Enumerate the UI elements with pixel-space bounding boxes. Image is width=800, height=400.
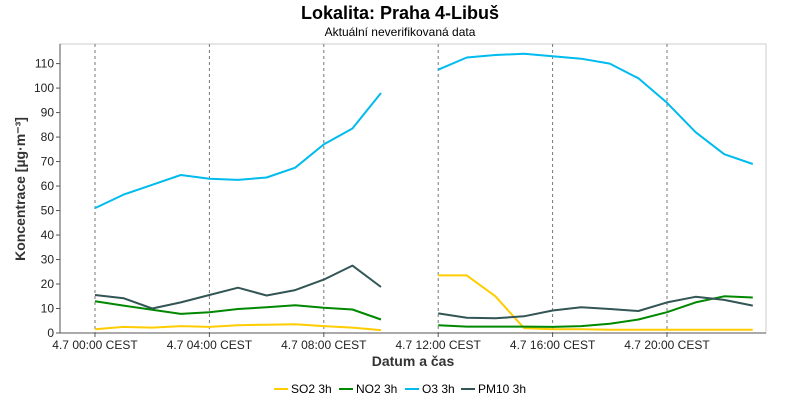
legend-label: SO2 3h bbox=[291, 382, 332, 396]
y-tick-label: 60 bbox=[41, 179, 55, 193]
grid-lines bbox=[94, 44, 668, 333]
legend-label: NO2 3h bbox=[356, 382, 397, 396]
series-line-pm10 bbox=[438, 295, 753, 320]
y-tick-label: 20 bbox=[41, 277, 55, 291]
series-line-no2 bbox=[94, 300, 382, 321]
x-tick-label: 4.7 16:00 CEST bbox=[510, 338, 596, 352]
chart-subtitle: Aktuální neverifikovaná data bbox=[325, 25, 476, 39]
y-tick-label: 100 bbox=[34, 81, 54, 95]
x-tick-label: 4.7 08:00 CEST bbox=[281, 338, 367, 352]
series-line-so2 bbox=[438, 274, 753, 331]
x-tick-label: 4.7 04:00 CEST bbox=[167, 338, 253, 352]
series-line-o3 bbox=[437, 52, 754, 165]
x-axis-label: Datum a čas bbox=[372, 353, 455, 369]
series-so2 bbox=[94, 274, 753, 332]
y-axis-label: Koncentrace [µg·m⁻³] bbox=[12, 117, 28, 261]
series-line-no2 bbox=[438, 295, 753, 328]
x-tick-label: 4.7 00:00 CEST bbox=[52, 338, 138, 352]
series-line-so2 bbox=[94, 323, 382, 332]
legend-label: PM10 3h bbox=[478, 382, 526, 396]
y-tick-label: 0 bbox=[47, 326, 54, 340]
x-tick-label: 4.7 20:00 CEST bbox=[624, 338, 710, 352]
series-line-o3 bbox=[94, 92, 382, 210]
x-tick-label: 4.7 12:00 CEST bbox=[396, 338, 482, 352]
y-tick-label: 30 bbox=[41, 253, 55, 267]
y-tick-label: 40 bbox=[41, 228, 55, 242]
y-tick-label: 70 bbox=[41, 155, 55, 169]
y-tick-label: 50 bbox=[41, 204, 55, 218]
legend-item-pm10: PM10 3h bbox=[461, 382, 526, 396]
legend-label: O3 3h bbox=[422, 382, 455, 396]
y-tick-label: 110 bbox=[35, 57, 54, 71]
y-tick-labels: 0 10 20 30 40 50 60 70 80 90 100 110 bbox=[34, 57, 60, 340]
series-line-pm10 bbox=[94, 264, 382, 310]
series-no2 bbox=[94, 295, 753, 328]
series-pm10 bbox=[94, 264, 753, 320]
plot-area bbox=[59, 43, 767, 334]
legend-item-o3: O3 3h bbox=[405, 382, 455, 396]
series-layer bbox=[94, 52, 754, 332]
x-tick-labels: 4.7 00:00 CEST 4.7 04:00 CEST 4.7 08:00 CE… bbox=[52, 333, 710, 352]
legend-item-so2: SO2 3h bbox=[274, 382, 332, 396]
chart-title: Lokalita: Praha 4-Libuš bbox=[301, 3, 499, 23]
y-tick-label: 10 bbox=[41, 302, 55, 316]
legend-item-no2: NO2 3h bbox=[339, 382, 397, 396]
y-tick-label: 90 bbox=[41, 106, 55, 120]
y-tick-label: 80 bbox=[41, 130, 55, 144]
legend: SO2 3h NO2 3h O3 3h PM10 3h bbox=[274, 382, 526, 396]
series-o3 bbox=[94, 52, 754, 210]
